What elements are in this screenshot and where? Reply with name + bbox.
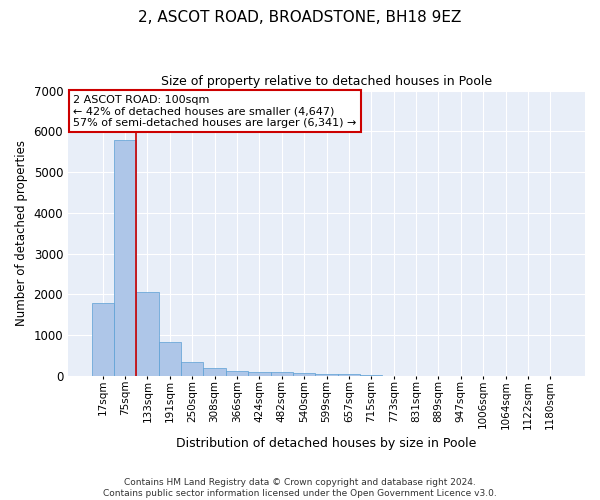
Text: 2, ASCOT ROAD, BROADSTONE, BH18 9EZ: 2, ASCOT ROAD, BROADSTONE, BH18 9EZ: [139, 10, 461, 25]
Bar: [338, 374, 360, 376]
Bar: [271, 372, 293, 376]
Bar: [158, 342, 181, 376]
X-axis label: Distribution of detached houses by size in Poole: Distribution of detached houses by size …: [176, 437, 477, 450]
Bar: [226, 371, 248, 376]
Bar: [316, 374, 338, 376]
Bar: [114, 140, 136, 376]
Bar: [248, 372, 271, 376]
Y-axis label: Number of detached properties: Number of detached properties: [15, 140, 28, 326]
Bar: [92, 303, 114, 376]
Bar: [136, 292, 158, 376]
Text: 2 ASCOT ROAD: 100sqm
← 42% of detached houses are smaller (4,647)
57% of semi-de: 2 ASCOT ROAD: 100sqm ← 42% of detached h…: [73, 95, 356, 128]
Bar: [181, 362, 203, 376]
Bar: [203, 368, 226, 376]
Bar: [293, 374, 316, 376]
Title: Size of property relative to detached houses in Poole: Size of property relative to detached ho…: [161, 75, 492, 88]
Bar: [360, 374, 382, 376]
Text: Contains HM Land Registry data © Crown copyright and database right 2024.
Contai: Contains HM Land Registry data © Crown c…: [103, 478, 497, 498]
